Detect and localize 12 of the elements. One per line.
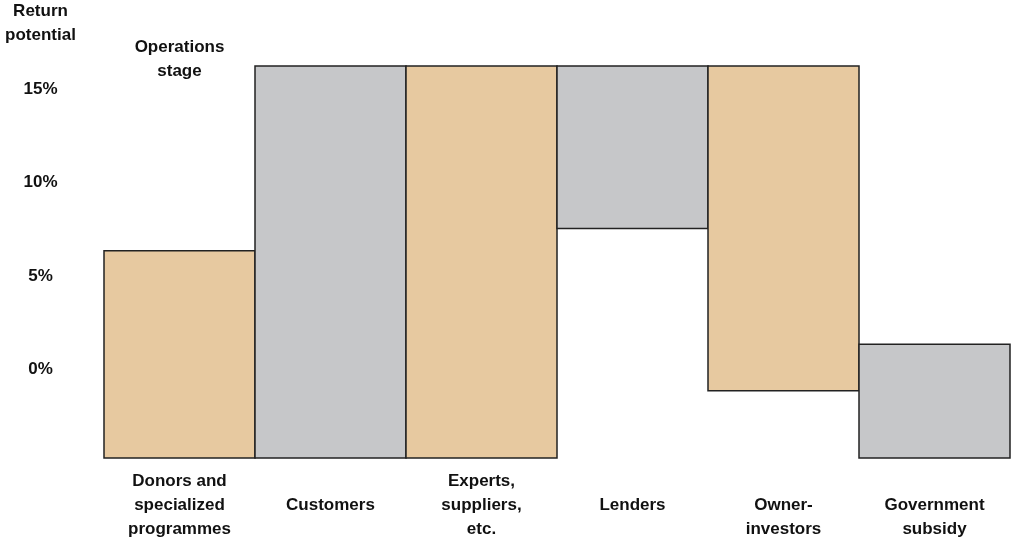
y-tick-label: 10% [23,172,58,192]
x-tick-label: Donors and specialized programmes [128,470,231,538]
y-tick-label: 5% [28,265,53,285]
y-tick-label: 0% [28,358,53,378]
x-tick-label: Lenders [599,494,666,514]
x-tick-label: Experts, suppliers, etc. [441,470,522,538]
x-tick-label: Customers [286,494,375,514]
x-tick-label: Government subsidy [884,494,985,538]
chart-title: Operations stage [134,37,225,80]
y-tick-label: 15% [23,78,58,98]
y-axis-title: Return potential [5,0,76,44]
x-tick-label: Owner-investors [745,494,822,538]
